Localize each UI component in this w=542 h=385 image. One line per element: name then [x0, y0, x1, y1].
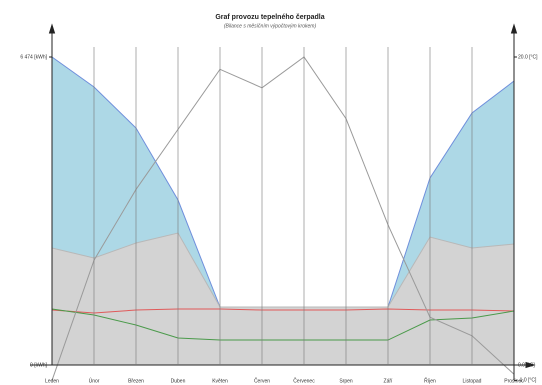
x-tick-label: Srpen [339, 378, 353, 384]
y2-tick-label: 20.0 [°C] [518, 54, 538, 60]
x-tick-label: Říjen [424, 376, 436, 384]
chart-title: Graf provozu tepelného čerpadla [215, 14, 324, 21]
x-tick-label: Únor [89, 377, 100, 384]
y-tick-label: 6 474 [kWh] [20, 54, 47, 60]
x-tick-label: Listopad [463, 378, 482, 384]
line [51, 308, 515, 341]
area [52, 233, 514, 365]
x-tick-label: Leden [45, 378, 59, 384]
y2-tick-label: -1.0 [°C] [518, 378, 537, 384]
y-axis-arrow [48, 23, 56, 34]
x-tick-label: Červen [254, 377, 270, 384]
x-tick-label: Květen [212, 378, 228, 384]
x-tick-label: Červenec [293, 377, 315, 384]
line [51, 308, 515, 314]
y2-tick-label: 0.0 [°C] [518, 362, 535, 368]
x-axis-arrow [525, 361, 536, 369]
axes [30, 23, 536, 380]
x-tick-label: Březen [128, 378, 144, 384]
chart-subtitle: (Bilance s měsíčním výpočtovým krokem) [224, 23, 317, 29]
x-tick-label: Prosinec [504, 378, 524, 384]
line [51, 56, 515, 381]
y2-axis-arrow [510, 23, 518, 34]
x-tick-label: Duben [171, 378, 186, 384]
x-tick-label: Září [384, 378, 394, 384]
y-tick-label: 0 [kWh] [30, 362, 48, 368]
area-edge [51, 232, 515, 308]
plot [51, 56, 515, 381]
